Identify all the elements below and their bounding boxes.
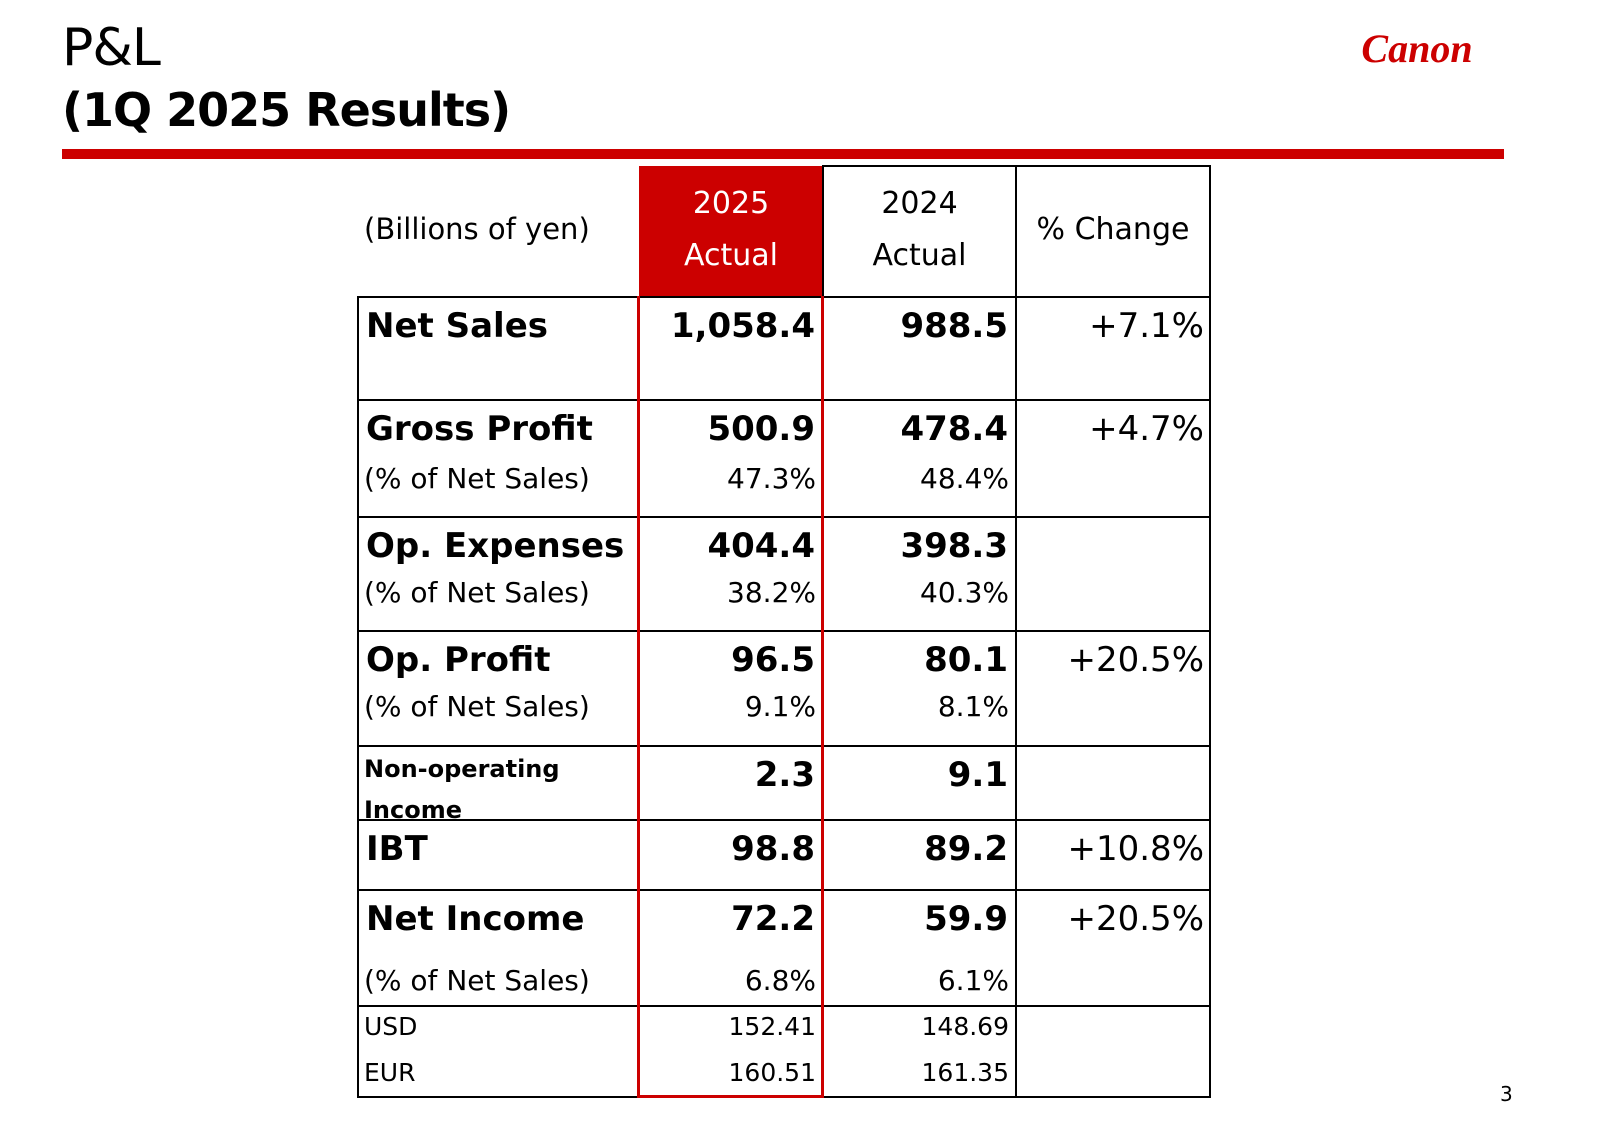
page-subtitle: (1Q 2025 Results) (62, 83, 511, 137)
row-label-usd: USD (364, 1012, 418, 1041)
value-2025-eur: 160.51 (728, 1058, 816, 1087)
value-2024-op-profit: 80.1 (924, 640, 1008, 680)
row-label-net-sales: Net Sales (366, 306, 548, 346)
change-gross-profit: +4.7% (1089, 409, 1204, 449)
pct-2025-net-income: 6.8% (744, 964, 816, 997)
row-label-op-expenses: Op. Expenses (366, 526, 625, 566)
header-2025-line2: Actual (684, 238, 778, 273)
value-2025-ibt: 98.8 (731, 829, 815, 869)
grid-line (357, 297, 359, 1098)
row-label-net-income: Net Income (366, 899, 585, 939)
canon-logo: Canon (1361, 26, 1472, 71)
value-2024-usd: 148.69 (921, 1012, 1009, 1041)
value-2024-net-income: 59.9 (924, 899, 1008, 939)
pct-2024-op-expenses: 40.3% (920, 576, 1009, 609)
pct-2025-op-profit: 9.1% (744, 690, 816, 723)
pct-2024-net-income: 6.1% (937, 964, 1009, 997)
row-label-non-operating-line2: Income (364, 796, 463, 820)
row-sublabel-net-income: (% of Net Sales) (364, 964, 590, 997)
row-label-ibt: IBT (366, 829, 428, 869)
header-2024-line2: Actual (872, 238, 967, 273)
row-sublabel-op-expenses: (% of Net Sales) (364, 576, 590, 609)
pct-2025-op-expenses: 38.2% (727, 576, 816, 609)
value-2025-gross-profit: 500.9 (707, 409, 815, 449)
grid-line (357, 630, 1211, 632)
value-2025-usd: 152.41 (728, 1012, 816, 1041)
grid-line (357, 296, 1211, 298)
row-sublabel-op-profit: (% of Net Sales) (364, 690, 590, 723)
value-2025-op-expenses: 404.4 (707, 526, 815, 566)
change-ibt: +10.8% (1067, 829, 1205, 869)
row-label-gross-profit: Gross Profit (366, 409, 593, 449)
highlight-2025-column (637, 296, 824, 1098)
change-op-profit: +20.5% (1067, 640, 1205, 680)
page-number: 3 (1500, 1082, 1513, 1106)
pct-2024-op-profit: 8.1% (937, 690, 1009, 723)
title-divider (62, 149, 1504, 159)
row-sublabel-gross-profit: (% of Net Sales) (364, 462, 590, 495)
header-2025-cell (639, 166, 823, 298)
value-2024-op-expenses: 398.3 (900, 526, 1008, 566)
header-2025-line1: 2025 (692, 186, 770, 221)
canon-logo-text: Canon (1361, 26, 1472, 71)
value-2025-net-sales: 1,058.4 (670, 306, 815, 346)
grid-line (822, 165, 824, 298)
grid-line (823, 165, 1211, 167)
grid-line (357, 819, 1211, 821)
value-2024-eur: 161.35 (921, 1058, 1009, 1087)
value-2025-op-profit: 96.5 (731, 640, 815, 680)
header-2024-line1: 2024 (881, 186, 958, 221)
page-title: P&L (62, 18, 161, 78)
value-2024-gross-profit: 478.4 (900, 409, 1008, 449)
pct-2025-gross-profit: 47.3% (727, 462, 816, 495)
value-2025-non-operating: 2.3 (754, 755, 815, 795)
header-change: % Change (1036, 212, 1190, 247)
row-label-op-profit: Op. Profit (366, 640, 551, 680)
grid-line (357, 1005, 1211, 1007)
value-2024-non-operating: 9.1 (947, 755, 1008, 795)
value-2024-ibt: 89.2 (924, 829, 1008, 869)
grid-line (357, 745, 1211, 747)
row-label-non-operating-line1: Non-operating (364, 755, 560, 783)
row-label-eur: EUR (364, 1058, 416, 1087)
grid-line (357, 516, 1211, 518)
pct-2024-gross-profit: 48.4% (920, 462, 1009, 495)
unit-label: (Billions of yen) (364, 212, 590, 246)
value-2024-net-sales: 988.5 (900, 306, 1008, 346)
change-net-sales: +7.1% (1089, 306, 1204, 346)
grid-line (357, 889, 1211, 891)
value-2025-net-income: 72.2 (731, 899, 815, 939)
change-net-income: +20.5% (1067, 899, 1205, 939)
grid-line (357, 399, 1211, 401)
